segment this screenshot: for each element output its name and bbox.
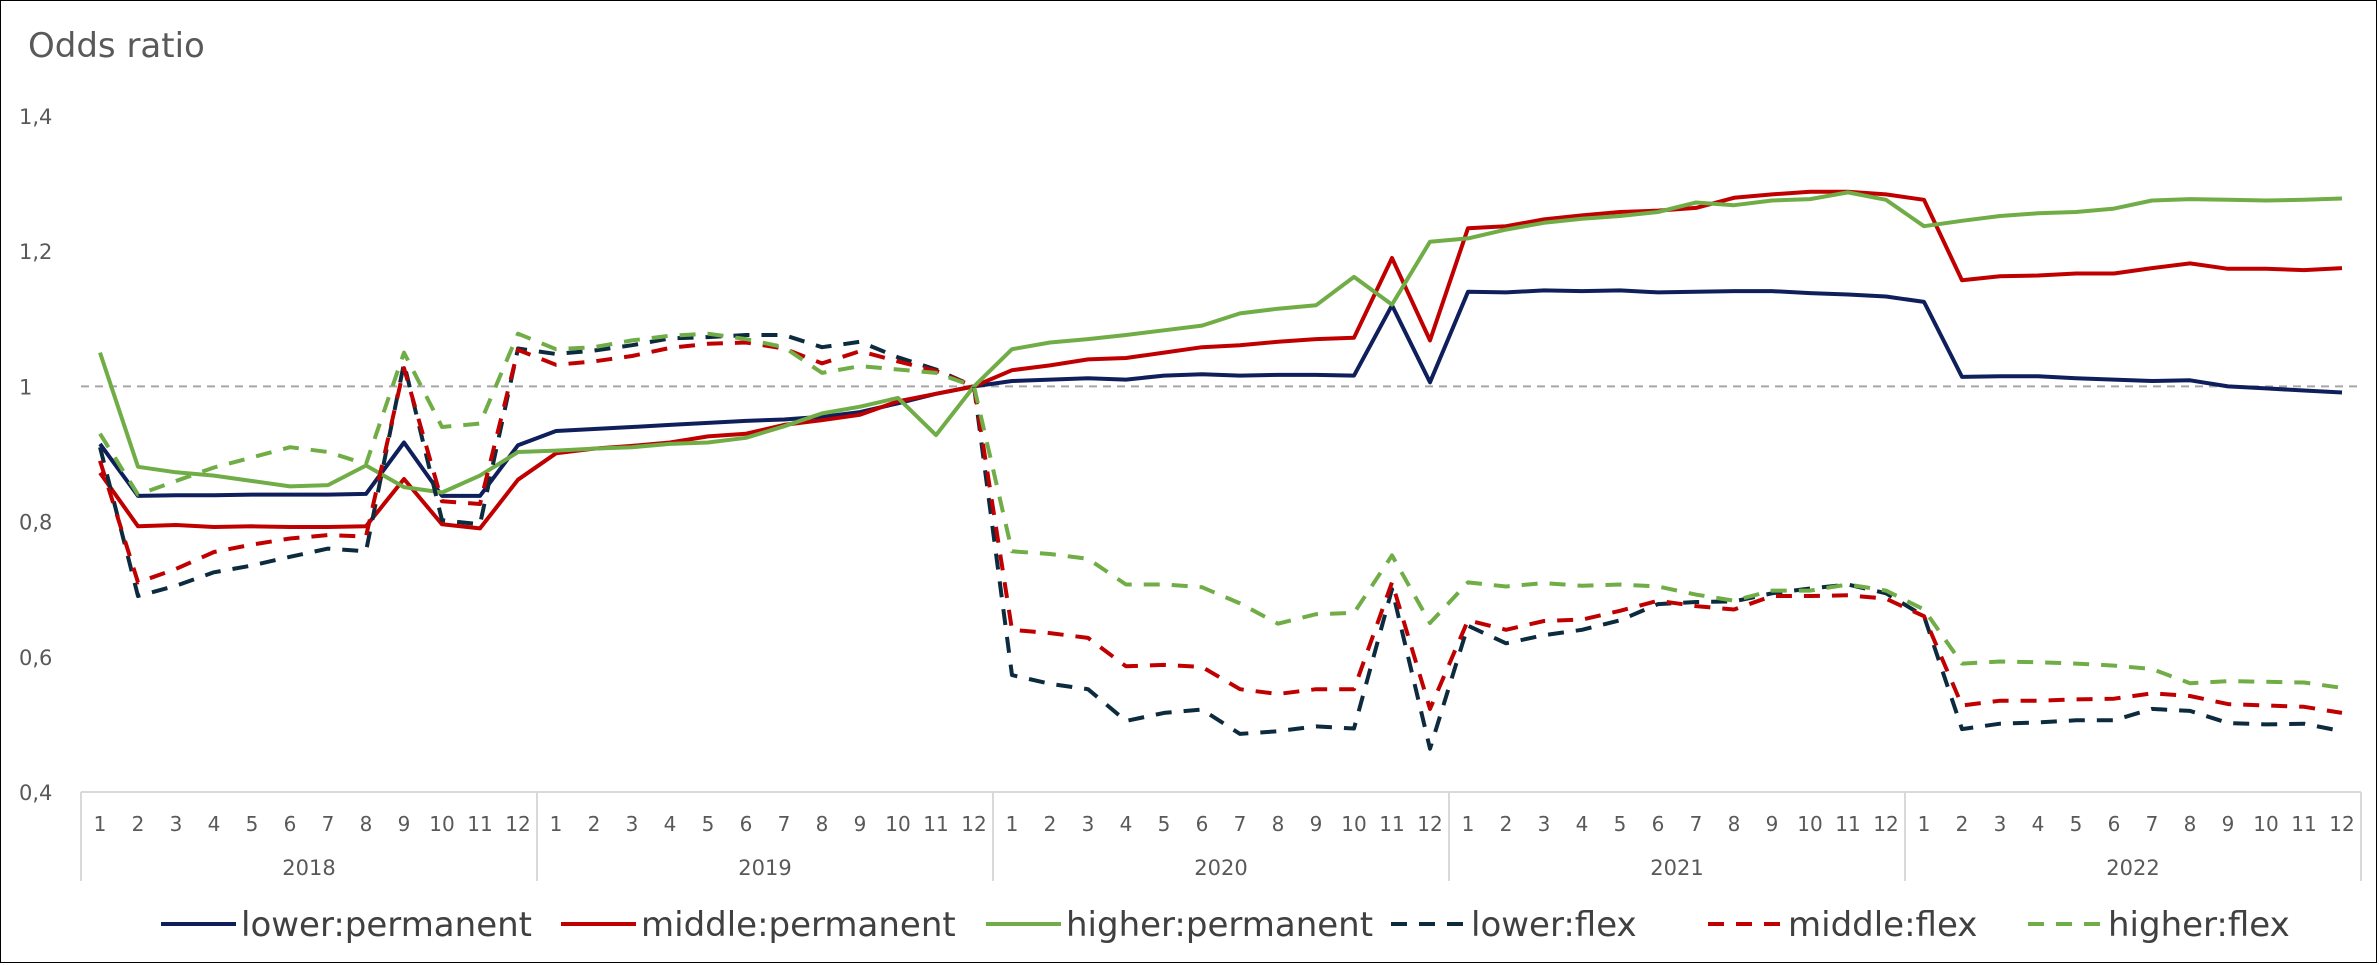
legend-label: higher:flex (2108, 905, 2290, 945)
x-tick-label: 12 (505, 812, 530, 836)
x-tick-label: 11 (923, 812, 948, 836)
x-tick-label: 9 (2222, 812, 2235, 836)
x-tick-label: 3 (1994, 812, 2007, 836)
x-tick-label: 7 (1234, 812, 1247, 836)
y-tick-label: 0,4 (19, 781, 52, 805)
chart-title: Odds ratio (28, 26, 205, 66)
year-label: 2021 (1650, 856, 1703, 880)
series-line-lower-flex (98, 333, 2343, 751)
x-tick-label: 2 (1956, 812, 1969, 836)
x-tick-label: 4 (1120, 812, 1133, 836)
y-axis-ticks: 0,4 0,6 0,8 1 1,2 1,4 (19, 105, 52, 805)
series-lines (98, 189, 2343, 751)
x-tick-label: 12 (2329, 812, 2354, 836)
series-line-higher-permanent (98, 190, 2343, 495)
x-tick-label: 10 (429, 812, 454, 836)
x-tick-label: 4 (208, 812, 221, 836)
x-tick-label: 5 (246, 812, 259, 836)
x-tick-label: 8 (360, 812, 373, 836)
x-tick-label: 7 (1690, 812, 1703, 836)
series-line-higher-flex (98, 331, 2343, 690)
x-tick-label: 10 (1797, 812, 1822, 836)
series-line-middle-flex (98, 340, 2343, 715)
x-tick-label: 10 (2253, 812, 2278, 836)
x-tick-label: 8 (2184, 812, 2197, 836)
x-tick-label: 5 (2070, 812, 2083, 836)
x-tick-label: 12 (1417, 812, 1442, 836)
x-tick-label: 7 (2146, 812, 2159, 836)
x-tick-label: 4 (2032, 812, 2045, 836)
x-tick-label: 1 (1006, 812, 1019, 836)
x-axis: 1 2 3 4 5 6 7 8 9 10 11 12 1 2 3 4 5 6 7 8 9 10 11 12 1 2 3 4 5 6 7 8 9 1… (80, 791, 2362, 881)
x-tick-label: 8 (816, 812, 829, 836)
x-tick-label: 6 (740, 812, 753, 836)
x-tick-label: 10 (1341, 812, 1366, 836)
x-tick-label: 6 (1652, 812, 1665, 836)
x-tick-label: 5 (1614, 812, 1627, 836)
x-tick-label: 8 (1728, 812, 1741, 836)
x-tick-label: 4 (1576, 812, 1589, 836)
legend-label: lower:flex (1471, 905, 1637, 945)
x-tick-label: 11 (2291, 812, 2316, 836)
x-tick-label: 11 (1835, 812, 1860, 836)
x-tick-label: 5 (1158, 812, 1171, 836)
y-tick-label: 1,4 (19, 105, 52, 129)
x-tick-label: 3 (1082, 812, 1095, 836)
x-tick-label: 8 (1272, 812, 1285, 836)
x-tick-label: 7 (322, 812, 335, 836)
series-line-lower-permanent (98, 288, 2343, 498)
x-tick-label: 3 (626, 812, 639, 836)
x-tick-label: 2 (132, 812, 145, 836)
series-line-middle-permanent (98, 189, 2343, 531)
legend-label: lower:permanent (241, 905, 532, 945)
x-tick-label: 12 (961, 812, 986, 836)
year-label: 2022 (2106, 856, 2159, 880)
x-tick-label: 2 (1044, 812, 1057, 836)
x-tick-label: 9 (1310, 812, 1323, 836)
x-tick-label: 12 (1873, 812, 1898, 836)
year-label: 2019 (738, 856, 791, 880)
legend-label: middle:flex (1788, 905, 1977, 945)
y-tick-label: 0,8 (19, 511, 52, 535)
x-tick-label: 10 (885, 812, 910, 836)
x-tick-label: 1 (1462, 812, 1475, 836)
x-tick-label: 3 (170, 812, 183, 836)
legend-label: middle:permanent (641, 905, 956, 945)
x-tick-label: 7 (778, 812, 791, 836)
x-tick-label: 2 (588, 812, 601, 836)
x-tick-label: 3 (1538, 812, 1551, 836)
x-tick-label: 4 (664, 812, 677, 836)
x-tick-label: 11 (1379, 812, 1404, 836)
y-tick-label: 1 (19, 375, 32, 399)
x-tick-label: 9 (1766, 812, 1779, 836)
x-tick-label: 6 (1196, 812, 1209, 836)
x-tick-label: 1 (94, 812, 107, 836)
y-tick-label: 1,2 (19, 240, 52, 264)
x-tick-label: 9 (398, 812, 411, 836)
x-tick-label: 6 (2108, 812, 2121, 836)
x-tick-label: 6 (284, 812, 297, 836)
legend: lower:permanent middle:permanent higher:pe… (161, 905, 2290, 945)
x-tick-label: 11 (467, 812, 492, 836)
y-tick-label: 0,6 (19, 646, 52, 670)
x-tick-label: 5 (702, 812, 715, 836)
x-tick-label: 9 (854, 812, 867, 836)
year-label: 2018 (282, 856, 335, 880)
x-tick-label: 2 (1500, 812, 1513, 836)
legend-label: higher:permanent (1066, 905, 1373, 945)
x-tick-label: 1 (550, 812, 563, 836)
x-tick-label: 1 (1918, 812, 1931, 836)
year-label: 2020 (1194, 856, 1247, 880)
